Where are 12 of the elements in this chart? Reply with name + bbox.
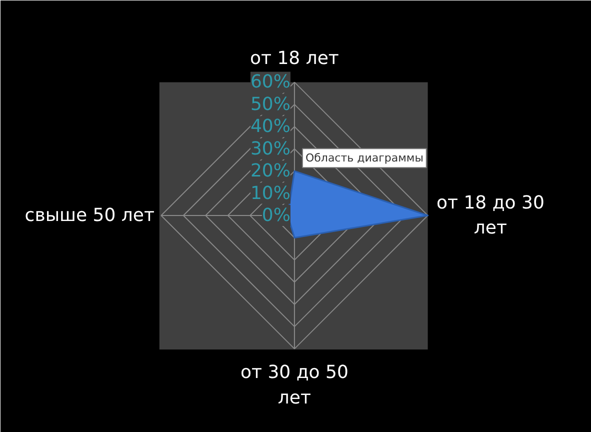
y-tick-label: 50% bbox=[250, 94, 290, 115]
y-tick-label: 0% bbox=[262, 205, 290, 226]
text: Область диаграммы bbox=[305, 152, 424, 165]
spoke-label: свыше 50 лет bbox=[24, 205, 154, 226]
y-tick-label: 20% bbox=[250, 160, 290, 182]
y-tick-label: 10% bbox=[250, 182, 290, 204]
y-tick-label: 60% bbox=[250, 72, 290, 93]
spoke-label: от 18 до 30 лет bbox=[436, 192, 544, 239]
spoke-label: от 18 лет bbox=[250, 48, 339, 69]
spoke-label: от 30 до 50 лет bbox=[240, 362, 348, 408]
y-tick-label: 40% bbox=[250, 116, 290, 138]
y-tick-label: 30% bbox=[250, 138, 290, 160]
